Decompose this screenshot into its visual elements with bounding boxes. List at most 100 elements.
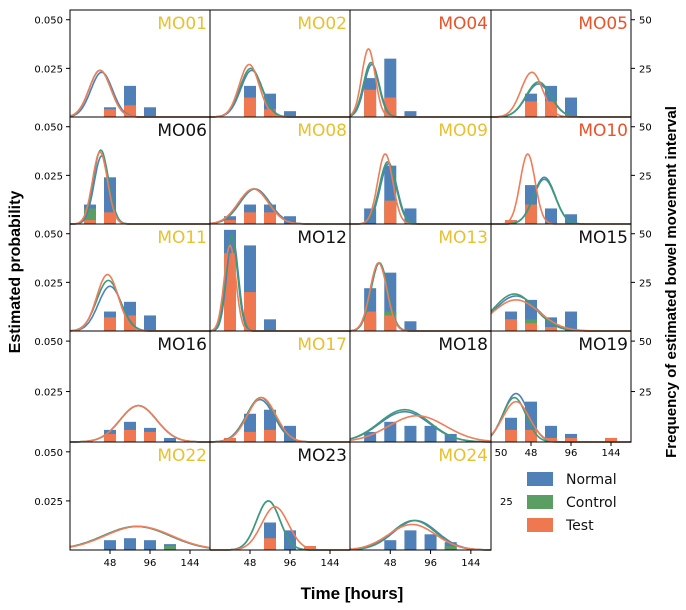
- curve-test: [70, 404, 210, 443]
- panel-id-label: MO17: [297, 335, 347, 355]
- panel-id-label: MO11: [157, 228, 207, 248]
- panel-mo02: MO02: [209, 9, 351, 118]
- panel-id-label: MO15: [578, 228, 628, 248]
- curve-control: [70, 404, 210, 443]
- right-tick-label: 25: [639, 388, 652, 399]
- bar-normal: [404, 111, 417, 117]
- curve-normal: [491, 83, 631, 118]
- panel-id-label: MO19: [578, 335, 628, 355]
- y-tick-label: 0.050: [34, 448, 63, 459]
- curve-normal: [210, 69, 350, 118]
- curve-test: [491, 153, 631, 225]
- curve-control: [491, 81, 631, 118]
- curve-test: [349, 523, 491, 551]
- y-tick-label: 0.050: [34, 16, 63, 27]
- curve-control: [210, 500, 350, 551]
- panel-id-label: MO04: [438, 14, 488, 34]
- x-tick-label: 96: [424, 558, 437, 569]
- legend-label-control: Control: [566, 495, 617, 511]
- panel-id-label: MO08: [297, 121, 347, 141]
- panel-id-label: MO12: [297, 228, 347, 248]
- panel-mo16: MO16 0.050 0.025: [34, 330, 211, 443]
- panel-mo06: MO06 0.050 0.025: [34, 116, 211, 225]
- bar-test: [364, 311, 377, 331]
- panel-mo24: MO24 48 96 144: [349, 441, 492, 569]
- x-tick-label: 144: [601, 448, 620, 459]
- curve-control: [69, 279, 210, 332]
- curve-control: [350, 160, 491, 225]
- panel-mo01: MO01 0.050 0.025: [34, 9, 211, 118]
- y-tick-label: 0.050: [34, 230, 63, 241]
- panel-id-label: MO18: [438, 335, 488, 355]
- y-axis-label-left: Estimated probability: [7, 191, 24, 354]
- panel-mo05: MO05 50 25: [490, 9, 652, 118]
- curve-test: [349, 415, 492, 442]
- panel-id-label: MO23: [297, 446, 347, 466]
- bar-test: [244, 431, 256, 442]
- panel-id-label: MO05: [578, 14, 628, 34]
- bar-test: [104, 109, 116, 117]
- panel-mo08: MO08: [209, 116, 351, 225]
- bar-normal: [404, 425, 417, 442]
- legend-label-normal: Normal: [566, 472, 617, 488]
- curve-test: [69, 273, 210, 332]
- panel-mo12: MO12: [209, 223, 351, 332]
- legend-swatch-control: [527, 495, 553, 509]
- bar-normal: [404, 530, 417, 550]
- bar-test: [545, 101, 557, 117]
- y-tick-label: 0.025: [34, 388, 63, 399]
- curve-normal: [210, 500, 350, 551]
- y-tick-label: 0.025: [34, 278, 63, 289]
- bar-normal: [565, 97, 577, 117]
- panel-id-label: MO10: [578, 121, 628, 141]
- bar-test: [545, 327, 557, 331]
- x-tick-label: 96: [565, 448, 578, 459]
- bar-test: [264, 109, 276, 117]
- x-tick-label: 96: [144, 558, 157, 569]
- panel-mo11: MO11 0.050 0.025: [34, 223, 211, 332]
- panel-id-label: MO22: [157, 446, 207, 466]
- x-tick-label: 96: [284, 558, 297, 569]
- x-tick-label: 50: [495, 448, 508, 459]
- bar-normal: [144, 315, 156, 331]
- bar-normal: [144, 107, 156, 117]
- bar-test: [264, 538, 276, 550]
- bar-normal: [424, 425, 437, 442]
- panel-mo10: MO10 50 25: [490, 116, 652, 225]
- bar-control: [444, 546, 457, 550]
- bar-test: [244, 97, 256, 117]
- panel-mo23: MO23 48 96 144: [209, 441, 351, 569]
- bar-test: [505, 429, 517, 442]
- panel-id-label: MO02: [297, 14, 347, 34]
- panel-mo19: MO19 50 25 48 96 144 50: [490, 330, 652, 459]
- curve-test: [69, 525, 211, 549]
- bar-test: [104, 317, 116, 331]
- x-tick-label: 48: [104, 558, 117, 569]
- panel-id-label: MO06: [157, 121, 207, 141]
- y-tick-label: 0.025: [34, 497, 63, 508]
- curve-normal: [69, 285, 210, 332]
- curve-normal: [69, 525, 211, 549]
- panel-id-label: MO13: [438, 228, 488, 248]
- panel-frame: [490, 330, 632, 443]
- bar-normal: [284, 216, 296, 224]
- bar-test: [384, 200, 397, 224]
- panel-mo18: MO18: [349, 330, 492, 443]
- bar-test: [565, 437, 577, 442]
- panels-layer: MO01 0.050 0.025 MO02 MO04 MO05 50 25 MO06 0.050 0…: [34, 9, 652, 569]
- y-tick-label: 0.025: [34, 171, 63, 182]
- x-tick-label: 144: [180, 558, 199, 569]
- bar-test: [525, 323, 537, 331]
- curve-test: [210, 396, 350, 443]
- curve-test: [350, 153, 491, 225]
- bar-normal: [404, 321, 417, 331]
- bar-test: [224, 220, 236, 224]
- bar-test: [525, 429, 537, 442]
- legend-label-test: Test: [565, 518, 594, 534]
- right-tick-label: 25: [639, 171, 652, 182]
- curve-normal: [210, 398, 350, 443]
- x-tick-label: 144: [320, 558, 339, 569]
- bar-normal: [164, 437, 176, 442]
- y-tick-label: 0.050: [34, 337, 63, 348]
